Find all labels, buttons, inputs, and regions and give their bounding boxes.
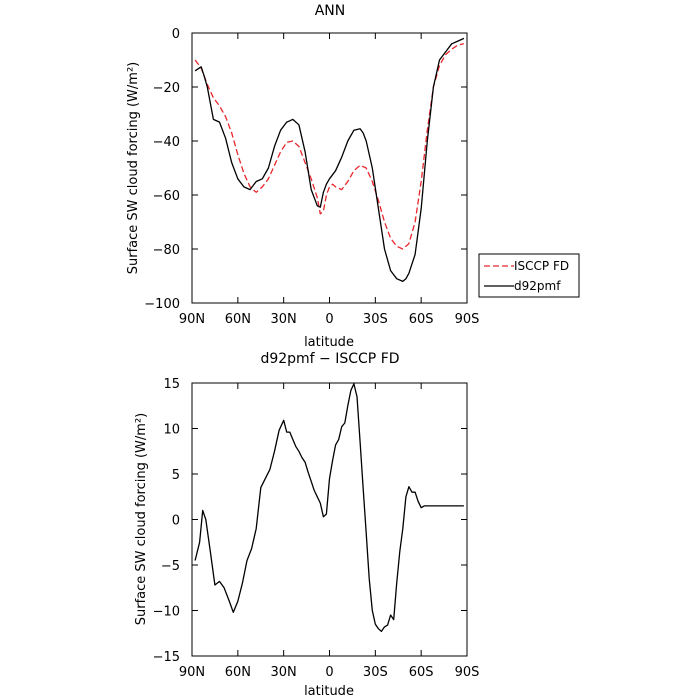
- y-tick-label: −80: [153, 243, 180, 258]
- x-tick-label: 30N: [271, 665, 297, 680]
- x-tick-label: 60N: [225, 665, 251, 680]
- y-tick-label: 10: [163, 423, 180, 438]
- x-axis-label: latitude: [304, 684, 354, 699]
- x-tick-label: 30S: [363, 665, 388, 680]
- y-tick-label: 0: [172, 27, 180, 42]
- plot-frame: [191, 382, 468, 657]
- y-tick-label: 0: [172, 514, 180, 529]
- y-tick-label: −10: [153, 605, 180, 620]
- y-tick-label: 5: [172, 468, 180, 483]
- x-tick-label: 90S: [455, 312, 480, 327]
- x-tick-label: 30S: [363, 312, 388, 327]
- x-axis-label: latitude: [304, 335, 354, 350]
- series-line-isccp-fd: [194, 43, 465, 250]
- y-tick-label: −40: [153, 135, 180, 150]
- chart-title: ANN: [315, 3, 346, 19]
- y-axis-label: Surface SW cloud forcing (W/m²): [126, 62, 141, 274]
- x-tick-label: 60S: [409, 312, 434, 327]
- legend-box: [478, 253, 580, 298]
- series-line-d92pmf: [194, 37, 465, 283]
- y-tick-label: −60: [153, 189, 180, 204]
- legend: ISCCP FD d92pmf: [478, 253, 580, 298]
- y-axis-label: Surface SW cloud forcing (W/m²): [134, 413, 149, 625]
- legend-label-isccp-fd: ISCCP FD: [514, 259, 569, 273]
- x-tick-label: 0: [325, 665, 333, 680]
- y-tick-label: 15: [163, 377, 180, 392]
- y-tick-label: −15: [153, 650, 180, 665]
- series-line-difference: [194, 383, 464, 633]
- x-tick-label: 30N: [271, 312, 297, 327]
- legend-label-d92pmf: d92pmf: [514, 279, 561, 293]
- top-panel: ANN 90N 60N 30N 0 30S 60S 90S 0 −20 −40 −60 −80 −10…: [126, 3, 580, 350]
- x-tick-label: 90N: [179, 665, 205, 680]
- chart-title: d92pmf − ISCCP FD: [260, 351, 399, 367]
- x-tick-label: 0: [325, 312, 333, 327]
- y-tick-label: −5: [161, 559, 180, 574]
- bottom-panel: d92pmf − ISCCP FD 90N 60N 30N 0 30S 60S 90S 15…: [134, 351, 479, 699]
- x-tick-label: 90S: [455, 665, 480, 680]
- y-tick-label: −20: [153, 81, 180, 96]
- y-tick-label: −100: [144, 297, 180, 312]
- x-tick-label: 60N: [225, 312, 251, 327]
- x-tick-label: 60S: [409, 665, 434, 680]
- x-tick-label: 90N: [179, 312, 205, 327]
